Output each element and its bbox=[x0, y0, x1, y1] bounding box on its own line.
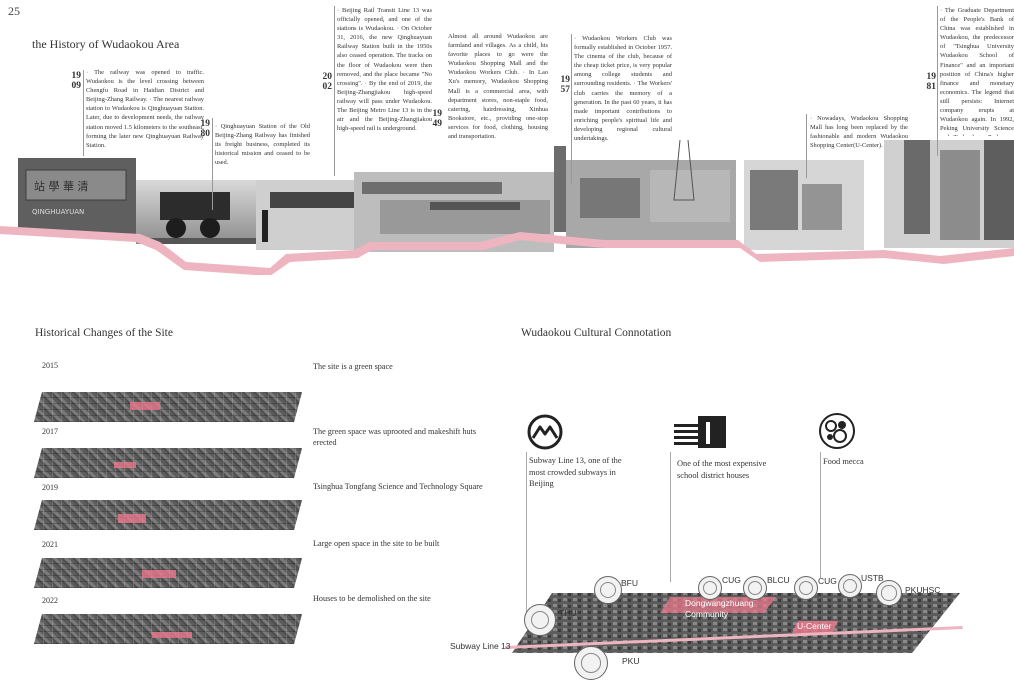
pku-logo-icon bbox=[574, 646, 608, 680]
cug-logo-icon bbox=[698, 576, 722, 600]
change-year-2021: 2021 bbox=[42, 540, 58, 549]
pkuhsc-logo-icon bbox=[876, 580, 902, 606]
svg-text:QINGHUAYUAN: QINGHUAYUAN bbox=[32, 208, 84, 216]
food-plate-icon bbox=[819, 413, 855, 449]
site-map-2021 bbox=[34, 558, 302, 588]
poi-label-thu: THU bbox=[559, 608, 577, 618]
change-year-2022: 2022 bbox=[42, 596, 58, 605]
year-marker-1949: 19 49 bbox=[432, 109, 443, 129]
history-entry-2002: · Beijing Rail Transit Line 13 was offic… bbox=[337, 7, 432, 133]
change-year-2019: 2019 bbox=[42, 483, 58, 492]
page-number: 25 bbox=[8, 4, 20, 18]
history-entry-1949: Almost all around Wudaokou are farmland … bbox=[448, 33, 548, 141]
blcu-logo-icon bbox=[743, 576, 767, 600]
poi-label-ustb: USTB bbox=[861, 573, 884, 583]
ground-pink-band bbox=[0, 226, 1014, 275]
history-entry-1980: · Qinghuayuan Station of the Old Beijing… bbox=[215, 123, 310, 167]
change-year-2017: 2017 bbox=[42, 427, 58, 436]
site-map-2019 bbox=[34, 500, 302, 530]
year-marker-1981: 19 81 bbox=[926, 72, 937, 92]
change-year-2015: 2015 bbox=[42, 361, 58, 370]
culture-subway-text: Subway Line 13, one of the most crowded … bbox=[529, 456, 622, 489]
change-caption-2021: Large open space in the site to be built bbox=[313, 539, 440, 548]
culture-school-text: One of the most expensive school distric… bbox=[677, 459, 767, 480]
community-highlight bbox=[660, 597, 776, 613]
poi-label-blcu: BLCU bbox=[767, 575, 790, 585]
poi-label-bfu: BFU bbox=[621, 578, 638, 588]
change-caption-2019: Tsinghua Tongfang Science and Technology… bbox=[313, 482, 483, 491]
culture-food-text: Food mecca bbox=[823, 457, 864, 466]
svg-text:站 學 華 清: 站 學 華 清 bbox=[34, 179, 89, 193]
change-caption-2022: Houses to be demolished on the site bbox=[313, 594, 431, 603]
history-entry-1909: · The railway was opened to traffic. Wud… bbox=[86, 69, 204, 149]
history-title: the History of Wudaokou Area bbox=[32, 37, 180, 51]
poi-label-pkuhsc: PKUHSC bbox=[905, 585, 941, 595]
change-caption-2015: The site is a green space bbox=[313, 362, 393, 371]
history-panorama: 站 學 華 清 QINGHUAYUAN bbox=[0, 140, 1014, 275]
school-building-icon bbox=[674, 416, 726, 448]
history-entry-1957: · Wudaokou Workers Club was formally est… bbox=[574, 35, 672, 143]
changes-title: Historical Changes of the Site bbox=[35, 327, 173, 339]
bfu-logo-icon bbox=[594, 576, 622, 604]
ustb-logo-icon bbox=[838, 574, 862, 598]
cug-2-logo-icon bbox=[794, 576, 818, 600]
change-caption-2017: The green space was uprooted and makeshi… bbox=[313, 427, 477, 448]
community-label: Dongwangzhuang Community bbox=[685, 598, 754, 619]
poi-label-cug: CUG bbox=[722, 575, 741, 585]
site-map-2017 bbox=[34, 448, 302, 478]
culture-title: Wudaokou Cultural Connotation bbox=[521, 327, 672, 339]
old-station-photo bbox=[256, 180, 354, 250]
history-entry-1981: · The Graduate Department of the People'… bbox=[940, 7, 1014, 136]
subway-logo-icon bbox=[527, 414, 563, 450]
history-entry-nowadays: · Nowadays, Wudaokou Shopping Mall has l… bbox=[810, 115, 908, 150]
site-map-2022 bbox=[34, 614, 302, 644]
site-map-2015 bbox=[34, 392, 302, 422]
culture-aerial-map bbox=[512, 593, 960, 653]
year-marker-1957: 19 57 bbox=[560, 75, 571, 95]
u-center-label: U-Center bbox=[797, 621, 832, 631]
poi-label-pku: PKU bbox=[622, 656, 640, 666]
year-marker-1980: 19 80 bbox=[200, 119, 211, 139]
u-center-highlight bbox=[792, 621, 838, 633]
thu-logo-icon bbox=[524, 604, 556, 636]
year-marker-2002: 20 02 bbox=[322, 72, 333, 92]
poi-label-cug-2: CUG bbox=[818, 576, 837, 586]
year-marker-1909: 19 09 bbox=[71, 71, 82, 91]
subway-line-label: Subway Line 13 bbox=[450, 641, 511, 651]
